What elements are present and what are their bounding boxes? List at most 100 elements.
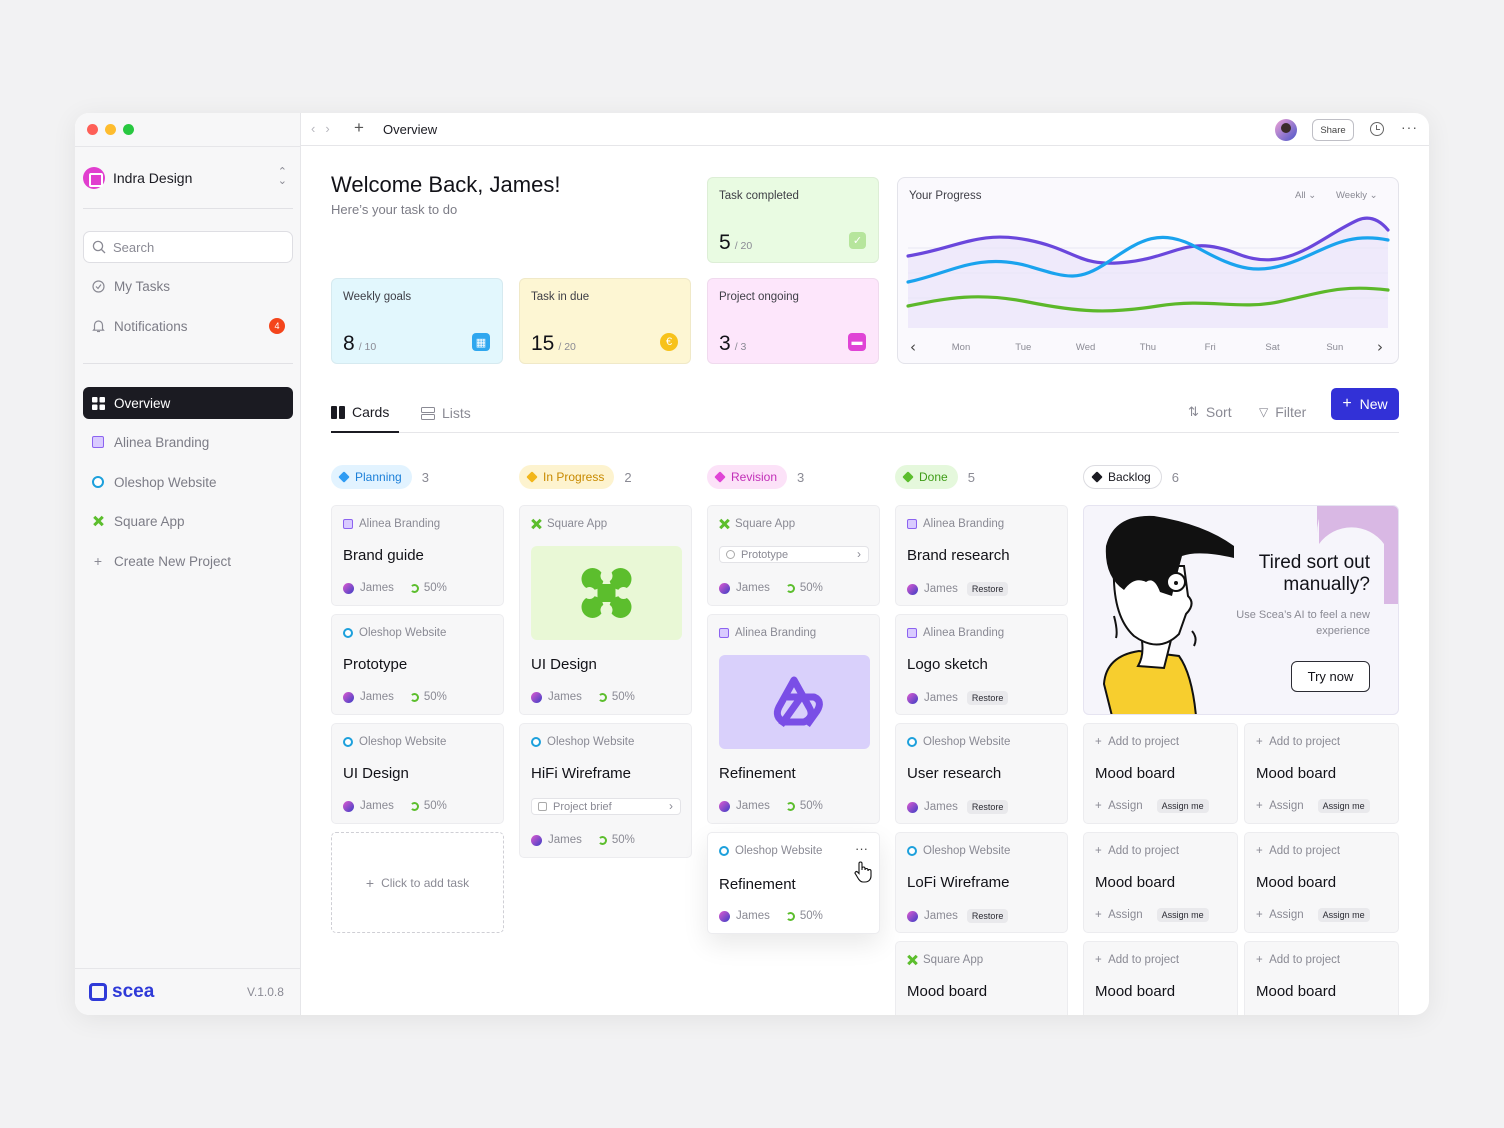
user-avatar [907,583,918,595]
add-to-project-link[interactable]: + Add to project [1256,954,1341,966]
plus-icon: + [1256,800,1263,812]
task-card[interactable]: Oleshop Website Prototype James 50% [331,614,504,715]
column-planning-header: Planning 3 [331,465,429,489]
x-tick-label: Tue [1015,342,1031,353]
alinea-icon [343,519,353,529]
backlog-card[interactable]: + Add to project Mood board [1083,941,1238,1015]
chart-next-arrow-icon[interactable]: › [1377,338,1383,356]
search-box[interactable] [83,231,293,263]
add-to-project-link[interactable]: + Add to project [1256,845,1341,857]
task-card[interactable]: Oleshop Website UI Design James 50% [331,723,504,824]
task-card[interactable]: Oleshop Website HiFi Wireframe Project b… [519,723,692,858]
series-line-2 [906,235,1390,284]
forward-arrow-icon[interactable]: › [325,121,340,136]
tab-lists[interactable]: Lists [421,393,471,433]
status-badge: In Progress [519,465,615,489]
filter-dropdown[interactable]: All ⌄ [1295,190,1317,201]
stat-task-completed: Task completed 5/ 20 ✓ [707,177,879,263]
progress-ring-icon [597,692,607,702]
new-button[interactable]: + New [1331,388,1399,420]
task-card[interactable]: Oleshop Website ··· Refinement James 50% [707,832,880,934]
sort-button[interactable]: ⇅ Sort [1188,404,1232,420]
workspace-switcher[interactable]: Indra Design ⌃ ⌄ [83,165,289,191]
task-card[interactable]: Square App Mood board [895,941,1068,1015]
stat-value: 3/ 3 [719,332,747,355]
close-window-button[interactable] [87,124,98,135]
progress-ring-icon [785,583,795,593]
tab-cards[interactable]: Cards [331,393,400,433]
task-card[interactable]: Alinea Branding Refinement James 50% [707,614,880,824]
hand-cursor-icon [854,861,872,883]
assign-me-button[interactable]: Assign me [1156,908,1209,922]
sidebar-item-create-project[interactable]: + Create New Project [83,545,293,577]
document-icon [538,802,547,811]
task-card[interactable]: Alinea Branding Brand guide James 50% [331,505,504,606]
plus-icon: + [1095,954,1102,966]
restore-button[interactable]: Restore [966,800,1009,814]
backlog-card[interactable]: + Add to project Mood board + Assign Assi… [1244,832,1399,933]
avatar[interactable] [1275,119,1297,141]
filter-button[interactable]: ▽ Filter [1259,404,1307,420]
backlog-card[interactable]: + Add to project Mood board + Assign Assi… [1083,723,1238,824]
card-title: Prototype [343,656,408,673]
add-task-button[interactable]: + Click to add task [331,832,504,933]
card-linked-field[interactable]: Prototype [719,546,869,563]
chart-prev-arrow-icon[interactable]: ‹ [910,338,916,356]
column-count: 3 [797,469,805,485]
alinea-icon [907,519,917,529]
card-more-icon[interactable]: ··· [855,841,868,856]
more-options-icon[interactable]: ··· [1401,119,1418,135]
sidebar-item-overview[interactable]: Overview [83,387,293,419]
try-now-button[interactable]: Try now [1291,661,1370,692]
assign-me-button[interactable]: Assign me [1317,799,1370,813]
sidebar-item-oleshop-website[interactable]: Oleshop Website [83,466,293,498]
add-to-project-link[interactable]: + Add to project [1095,954,1180,966]
square-app-icon [907,955,917,965]
task-card[interactable]: Oleshop Website LoFi Wireframe James Rest… [895,832,1068,933]
backlog-card[interactable]: + Add to project Mood board + Assign Assi… [1244,723,1399,824]
restore-button[interactable]: Restore [966,909,1009,923]
add-to-project-link[interactable]: + Add to project [1256,736,1341,748]
back-arrow-icon[interactable]: ‹ [311,121,326,136]
share-button[interactable]: Share [1312,119,1354,141]
user-avatar [343,691,354,703]
task-card[interactable]: Square App UI Design James 50% [519,505,692,715]
assign-me-button[interactable]: Assign me [1156,799,1209,813]
sidebar-item-notifications[interactable]: Notifications 4 [83,310,293,342]
x-tick-label: Fri [1205,342,1216,353]
task-card[interactable]: Alinea Branding Logo sketch James Restore [895,614,1068,715]
period-dropdown[interactable]: Weekly ⌄ [1336,190,1378,201]
new-tab-plus-icon[interactable]: + [354,118,364,137]
sidebar-item-my-tasks[interactable]: My Tasks [83,270,293,302]
search-input[interactable] [113,239,273,255]
backlog-card[interactable]: + Add to project Mood board [1244,941,1399,1015]
add-to-project-link[interactable]: + Add to project [1095,845,1180,857]
restore-button[interactable]: Restore [966,582,1009,596]
maximize-window-button[interactable] [123,124,134,135]
restore-button[interactable]: Restore [966,691,1009,705]
lists-icon [421,406,435,420]
sidebar-item-square-app[interactable]: Square App [83,505,293,537]
grid-icon [91,396,105,410]
assign-me-button[interactable]: Assign me [1317,908,1370,922]
oleshop-icon [343,737,353,747]
series-line-1 [906,216,1390,265]
add-to-project-link[interactable]: + Add to project [1095,736,1180,748]
view-tabs: Cards Lists ⇅ Sort ▽ Filter [331,393,1399,433]
clock-icon[interactable] [1370,122,1384,136]
card-linked-field[interactable]: Project brief [531,798,681,815]
minimize-window-button[interactable] [105,124,116,135]
search-icon [92,240,106,254]
card-project: Alinea Branding [343,518,440,530]
backlog-card[interactable]: + Add to project Mood board + Assign Assi… [1083,832,1238,933]
task-card[interactable]: Oleshop Website User research James Resto… [895,723,1068,824]
divider [75,146,301,147]
sidebar-item-alinea-branding[interactable]: Alinea Branding [83,426,293,458]
workspace-logo [83,167,105,189]
task-card[interactable]: Alinea Branding Brand research James Rest… [895,505,1068,606]
card-meta: James 50% [719,910,823,922]
stat-weekly-goals: Weekly goals 8/ 10 ▦ [331,278,503,364]
card-project: Alinea Branding [907,627,1004,639]
card-project: Square App [719,518,795,530]
